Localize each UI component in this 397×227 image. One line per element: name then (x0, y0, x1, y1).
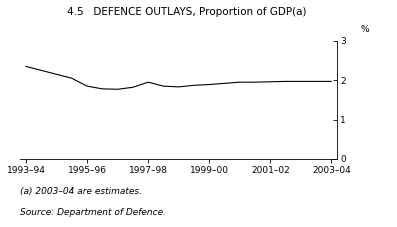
Text: %: % (360, 25, 369, 34)
Text: Source: Department of Defence.: Source: Department of Defence. (20, 208, 166, 217)
Text: (a) 2003–04 are estimates.: (a) 2003–04 are estimates. (20, 187, 142, 196)
Text: 4.5   DEFENCE OUTLAYS, Proportion of GDP(a): 4.5 DEFENCE OUTLAYS, Proportion of GDP(a… (67, 7, 306, 17)
